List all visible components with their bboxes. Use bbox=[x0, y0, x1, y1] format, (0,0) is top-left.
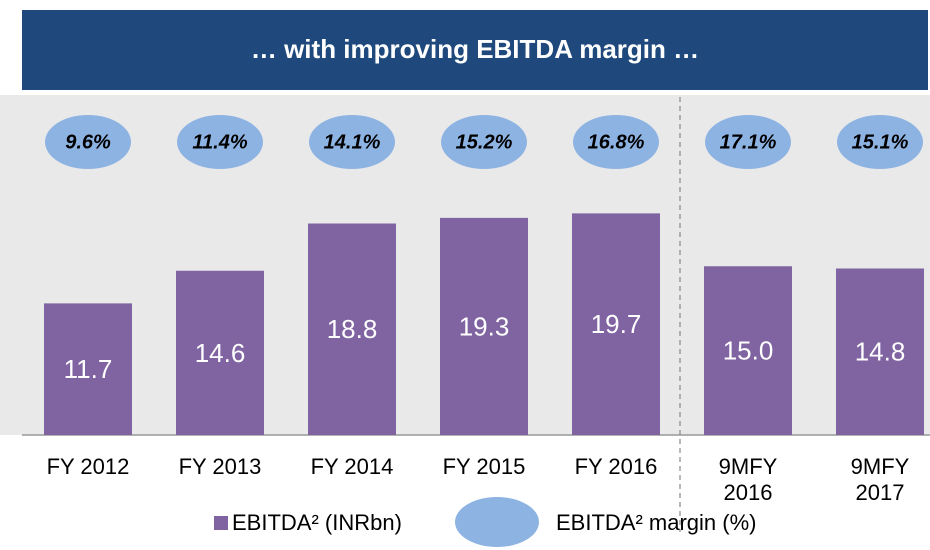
margin-bubble bbox=[837, 115, 923, 169]
margin-label: 15.1% bbox=[852, 131, 909, 153]
title-banner bbox=[22, 10, 928, 90]
bar-value-label: 11.7 bbox=[64, 354, 113, 384]
x-tick-label: 9MFY 2016 bbox=[718, 454, 778, 505]
margin-bubble bbox=[705, 115, 791, 169]
x-tick-label: FY 2012 bbox=[46, 454, 130, 479]
bar-value-label: 14.8 bbox=[855, 337, 906, 367]
x-tick-label: 9MFY 2017 bbox=[850, 454, 910, 505]
margin-bubble bbox=[45, 115, 131, 169]
chart-title: … with improving EBITDA margin … bbox=[251, 34, 699, 64]
x-tick-label: FY 2015 bbox=[442, 454, 526, 479]
x-tick-label: FY 2013 bbox=[178, 454, 262, 479]
bar bbox=[440, 217, 528, 435]
bar-value-label: 15.0 bbox=[723, 336, 774, 366]
margin-bubble bbox=[441, 115, 527, 169]
legend-label: EBITDA² margin (%) bbox=[556, 510, 756, 535]
margin-label: 14.1% bbox=[324, 131, 381, 153]
bar-value-label: 19.3 bbox=[459, 311, 510, 341]
bar bbox=[836, 268, 924, 435]
margin-label: 17.1% bbox=[720, 131, 777, 153]
x-tick-label: FY 2014 bbox=[310, 454, 394, 479]
bar-value-label: 19.7 bbox=[591, 309, 642, 339]
margin-bubble bbox=[573, 115, 659, 169]
bar bbox=[176, 270, 264, 435]
margin-bubble bbox=[177, 115, 263, 169]
legend-swatch bbox=[455, 497, 539, 547]
bar bbox=[572, 213, 660, 435]
legend-swatch bbox=[214, 516, 228, 530]
bar bbox=[44, 303, 132, 435]
bar bbox=[704, 266, 792, 435]
legend-label: EBITDA² (INRbn) bbox=[232, 510, 402, 535]
bar-value-label: 14.6 bbox=[195, 338, 246, 368]
margin-label: 15.2% bbox=[456, 131, 513, 153]
bar-value-label: 18.8 bbox=[327, 314, 378, 344]
margin-label: 16.8% bbox=[588, 131, 645, 153]
margin-bubble bbox=[309, 115, 395, 169]
bar bbox=[308, 223, 396, 435]
x-tick-label: FY 2016 bbox=[574, 454, 658, 479]
margin-label: 9.6% bbox=[65, 131, 111, 153]
margin-label: 11.4% bbox=[192, 131, 247, 153]
